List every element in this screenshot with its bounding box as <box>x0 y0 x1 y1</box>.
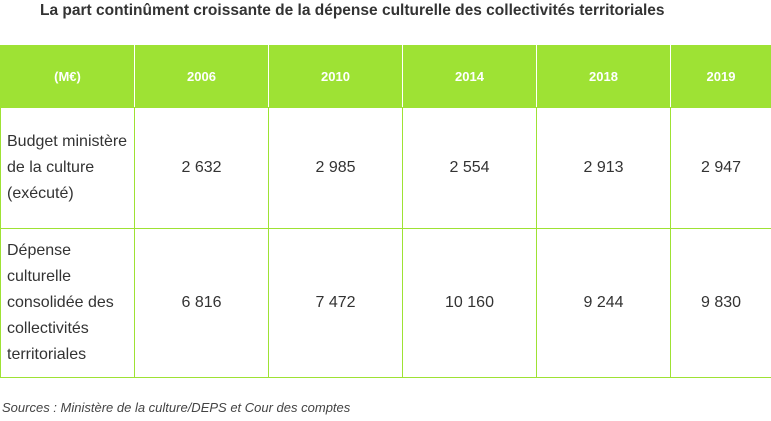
row-label: Dépense culturelle consolidée des collec… <box>0 228 135 378</box>
header-year-2018: 2018 <box>536 45 671 108</box>
table-cell: 2 632 <box>134 107 269 229</box>
row-label: Budget ministère de la culture (exécuté) <box>0 107 135 229</box>
table-cell: 2 913 <box>536 107 671 229</box>
data-table: (M€) 2006 2010 2014 2018 2019 Budget min… <box>0 45 771 378</box>
header-year-2006: 2006 <box>134 45 269 108</box>
table-cell: 2 554 <box>402 107 537 229</box>
table-cell: 10 160 <box>402 228 537 378</box>
table-cell: 7 472 <box>268 228 403 378</box>
header-year-2014: 2014 <box>402 45 537 108</box>
table-cell: 9 830 <box>670 228 771 378</box>
header-row: (M€) 2006 2010 2014 2018 2019 <box>0 45 771 108</box>
header-unit: (M€) <box>0 45 135 108</box>
table-cell: 6 816 <box>134 228 269 378</box>
table-title: La part continûment croissante de la dép… <box>40 2 665 19</box>
table-row: Budget ministère de la culture (exécuté)… <box>0 107 771 229</box>
header-year-2019: 2019 <box>670 45 771 108</box>
table-cell: 9 244 <box>536 228 671 378</box>
header-year-2010: 2010 <box>268 45 403 108</box>
source-note: Sources : Ministère de la culture/DEPS e… <box>2 400 351 415</box>
table-cell: 2 947 <box>670 107 771 229</box>
table-cell: 2 985 <box>268 107 403 229</box>
table-row: Dépense culturelle consolidée des collec… <box>0 228 771 378</box>
